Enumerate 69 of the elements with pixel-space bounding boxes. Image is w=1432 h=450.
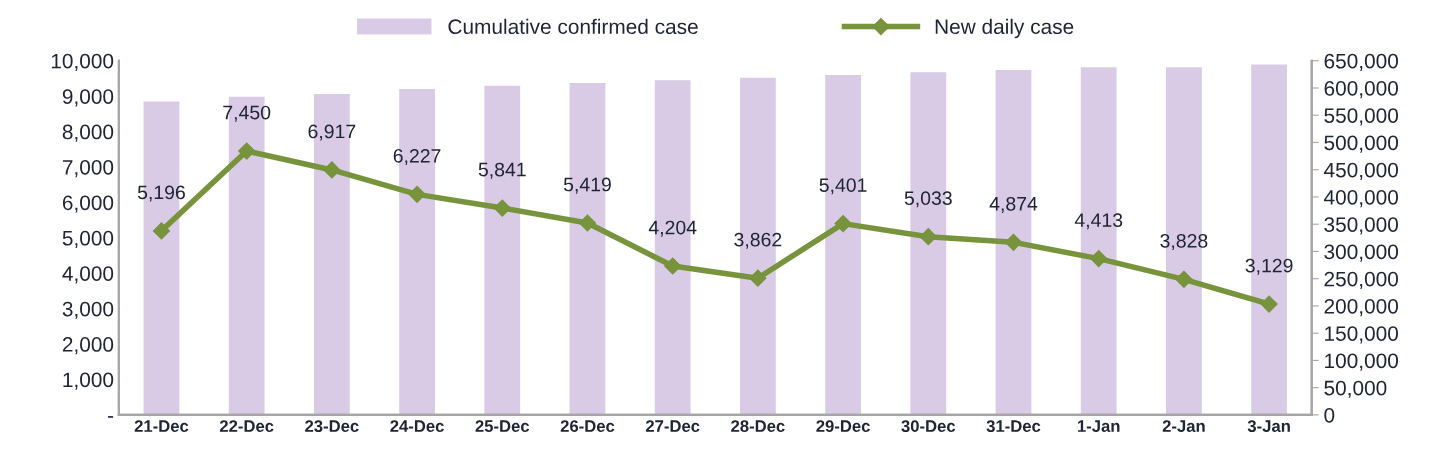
x-tick-label: 28-Dec xyxy=(731,420,785,432)
y2-tick-label: 550,000 xyxy=(1324,108,1399,126)
point xyxy=(323,161,341,179)
x-tick-label: 1-Jan xyxy=(1077,420,1120,432)
data-label: 3,828 xyxy=(1160,233,1208,251)
data-label: 4,204 xyxy=(648,220,697,237)
legend-label: New daily case xyxy=(935,18,1074,39)
y-tick-label: 2,000 xyxy=(62,337,114,355)
y2-tick-label: 650,000 xyxy=(1324,53,1399,71)
y2-tick-label: 50,000 xyxy=(1324,380,1387,398)
legend-label: Cumulative confirmed case xyxy=(448,18,698,35)
x-tick-label: 29-Dec xyxy=(816,420,870,432)
x-tick-label: 25-Dec xyxy=(475,420,530,432)
y2-tick-label: 150,000 xyxy=(1325,326,1399,344)
data-label: 4,413 xyxy=(1074,213,1123,230)
x-tick-label: 30-Dec xyxy=(901,420,956,433)
point xyxy=(749,269,767,287)
y-tick-label: 3,000 xyxy=(62,301,114,319)
y-tick-label: 9,000 xyxy=(62,89,114,107)
data-label: 5,196 xyxy=(137,185,185,202)
point xyxy=(408,185,426,203)
y2-tick-label: 200,000 xyxy=(1324,298,1399,317)
y-tick-label: - xyxy=(107,416,114,418)
data-label: 5,419 xyxy=(563,177,611,194)
data-label: 5,033 xyxy=(904,191,952,208)
y2-tick-label: 300,000 xyxy=(1324,244,1399,262)
point xyxy=(1175,270,1193,288)
y-tick-label: 6,000 xyxy=(62,195,114,213)
data-label: 6,917 xyxy=(308,124,356,141)
x-tick-label: 3-Jan xyxy=(1247,420,1290,433)
x-tick-label: 2-Jan xyxy=(1162,420,1205,432)
point xyxy=(664,257,682,275)
point xyxy=(493,199,511,217)
point xyxy=(834,215,852,233)
x-tick-label: 23-Dec xyxy=(305,420,359,433)
x-tick-label: 27-Dec xyxy=(645,420,700,432)
y2-tick-label: 400,000 xyxy=(1324,189,1399,208)
data-label: 6,227 xyxy=(393,148,441,166)
data-label: 4,874 xyxy=(989,196,1038,213)
y2-tick-label: 500,000 xyxy=(1324,135,1399,153)
data-label: 3,129 xyxy=(1245,258,1293,275)
y-tick-label: 4,000 xyxy=(62,266,114,284)
y2-tick-label: 350,000 xyxy=(1324,217,1399,235)
y2-tick-label: 100,000 xyxy=(1325,353,1399,371)
x-tick-label: 21-Dec xyxy=(134,420,189,432)
y-tick-label: 8,000 xyxy=(62,124,114,142)
data-label: 7,450 xyxy=(223,105,271,122)
point xyxy=(578,214,597,232)
point xyxy=(919,228,937,246)
y-tick-label: 10,000 xyxy=(51,53,114,71)
data-label: 3,862 xyxy=(734,232,782,249)
y2-tick-label: 450,000 xyxy=(1324,162,1399,180)
point xyxy=(238,142,256,160)
x-tick-label: 24-Dec xyxy=(390,420,444,432)
y-tick-label: 7,000 xyxy=(62,160,114,178)
y-tick-label: 1,000 xyxy=(63,372,114,390)
x-tick-label: 31-Dec xyxy=(986,420,1041,433)
x-tick-label: 26-Dec xyxy=(560,420,615,432)
y2-tick-label: 250,000 xyxy=(1324,271,1399,289)
y2-tick-label: 0 xyxy=(1324,407,1335,423)
point xyxy=(152,222,171,240)
point xyxy=(1260,295,1278,313)
y2-tick-label: 600,000 xyxy=(1324,80,1399,99)
point xyxy=(1004,233,1023,251)
data-label: 5,841 xyxy=(478,162,526,179)
y-tick-label: 5,000 xyxy=(62,230,114,249)
data-label: 5,401 xyxy=(819,178,867,195)
point xyxy=(1090,250,1108,268)
x-tick-label: 22-Dec xyxy=(219,420,274,432)
